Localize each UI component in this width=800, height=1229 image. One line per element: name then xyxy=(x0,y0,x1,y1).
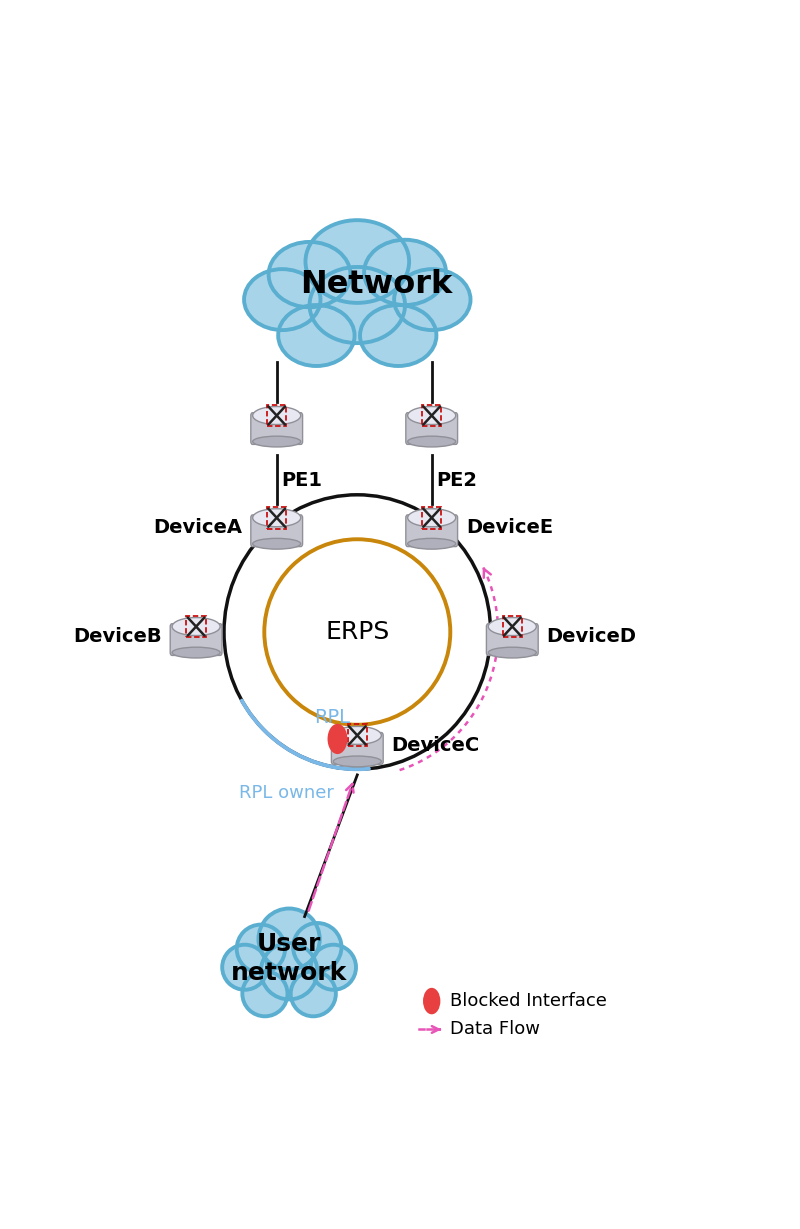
Bar xyxy=(502,616,522,638)
FancyBboxPatch shape xyxy=(251,413,302,445)
Ellipse shape xyxy=(290,971,336,1016)
Ellipse shape xyxy=(306,220,409,302)
FancyBboxPatch shape xyxy=(406,413,458,445)
Ellipse shape xyxy=(261,943,318,999)
Ellipse shape xyxy=(408,509,456,527)
Circle shape xyxy=(423,988,440,1014)
Text: PE1: PE1 xyxy=(282,471,322,490)
Text: Blocked Interface: Blocked Interface xyxy=(450,992,607,1010)
Bar xyxy=(347,724,367,746)
Ellipse shape xyxy=(244,269,321,331)
Ellipse shape xyxy=(364,240,446,305)
Ellipse shape xyxy=(311,945,356,989)
FancyBboxPatch shape xyxy=(406,515,458,547)
Ellipse shape xyxy=(253,509,301,527)
Circle shape xyxy=(327,724,347,755)
FancyBboxPatch shape xyxy=(331,732,383,764)
Text: DeviceA: DeviceA xyxy=(154,519,242,537)
Ellipse shape xyxy=(242,971,287,1016)
Ellipse shape xyxy=(488,648,536,658)
Ellipse shape xyxy=(269,242,350,307)
Text: Network: Network xyxy=(300,269,452,300)
Text: DeviceD: DeviceD xyxy=(546,627,637,646)
FancyBboxPatch shape xyxy=(251,515,302,547)
Ellipse shape xyxy=(258,908,320,970)
FancyBboxPatch shape xyxy=(486,624,538,655)
Text: ERPS: ERPS xyxy=(325,619,390,644)
Ellipse shape xyxy=(488,617,536,635)
Ellipse shape xyxy=(253,407,301,424)
Ellipse shape xyxy=(172,617,220,635)
Text: DeviceE: DeviceE xyxy=(466,519,553,537)
Ellipse shape xyxy=(253,538,301,549)
Ellipse shape xyxy=(222,945,267,989)
Bar xyxy=(267,404,286,426)
Text: DeviceB: DeviceB xyxy=(74,627,162,646)
Ellipse shape xyxy=(394,269,470,331)
Ellipse shape xyxy=(293,923,342,971)
Bar xyxy=(267,506,286,528)
Ellipse shape xyxy=(408,538,456,549)
Text: Data Flow: Data Flow xyxy=(450,1020,540,1039)
Ellipse shape xyxy=(172,648,220,658)
Ellipse shape xyxy=(334,756,382,767)
Text: User
network: User network xyxy=(231,932,347,986)
Bar xyxy=(422,506,442,528)
Ellipse shape xyxy=(334,726,382,745)
Text: RPL owner: RPL owner xyxy=(239,784,334,803)
Bar xyxy=(186,616,206,638)
Bar xyxy=(422,404,442,426)
Text: DeviceC: DeviceC xyxy=(391,736,480,755)
Ellipse shape xyxy=(237,924,285,973)
Ellipse shape xyxy=(253,436,301,447)
Ellipse shape xyxy=(408,436,456,447)
Text: RPL: RPL xyxy=(314,708,350,726)
Ellipse shape xyxy=(408,407,456,424)
Ellipse shape xyxy=(278,305,354,366)
Ellipse shape xyxy=(310,267,405,343)
Ellipse shape xyxy=(360,305,437,366)
Text: PE2: PE2 xyxy=(437,471,478,490)
FancyBboxPatch shape xyxy=(170,624,222,655)
